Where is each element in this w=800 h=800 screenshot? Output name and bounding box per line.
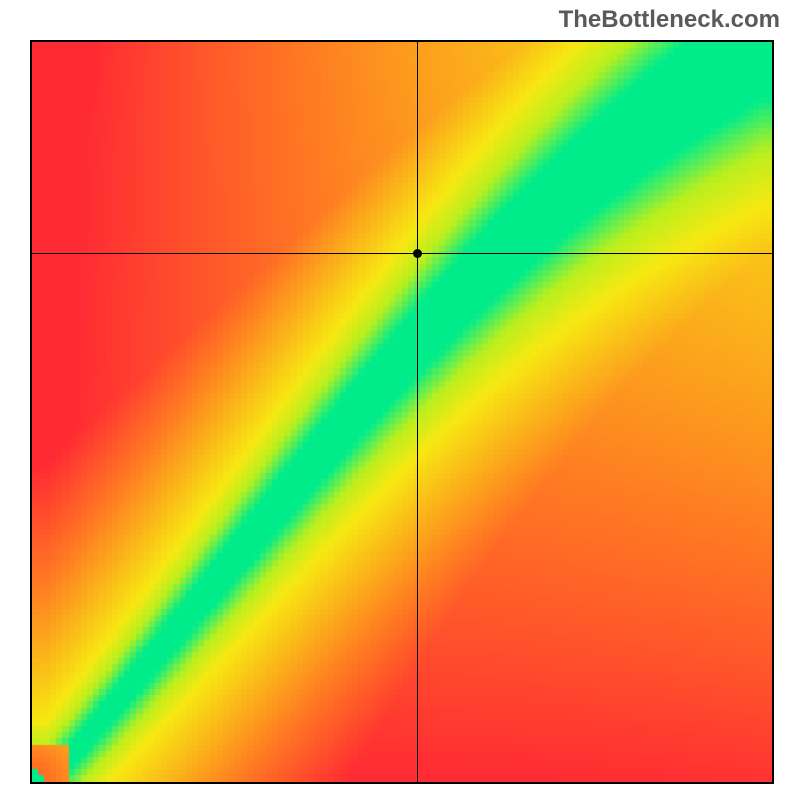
watermark-text: TheBottleneck.com	[559, 6, 780, 34]
plot-area	[30, 40, 774, 784]
crosshair-horizontal	[32, 253, 772, 254]
heatmap-canvas	[32, 42, 772, 782]
crosshair-vertical	[417, 42, 418, 782]
crosshair-dot	[413, 249, 422, 258]
